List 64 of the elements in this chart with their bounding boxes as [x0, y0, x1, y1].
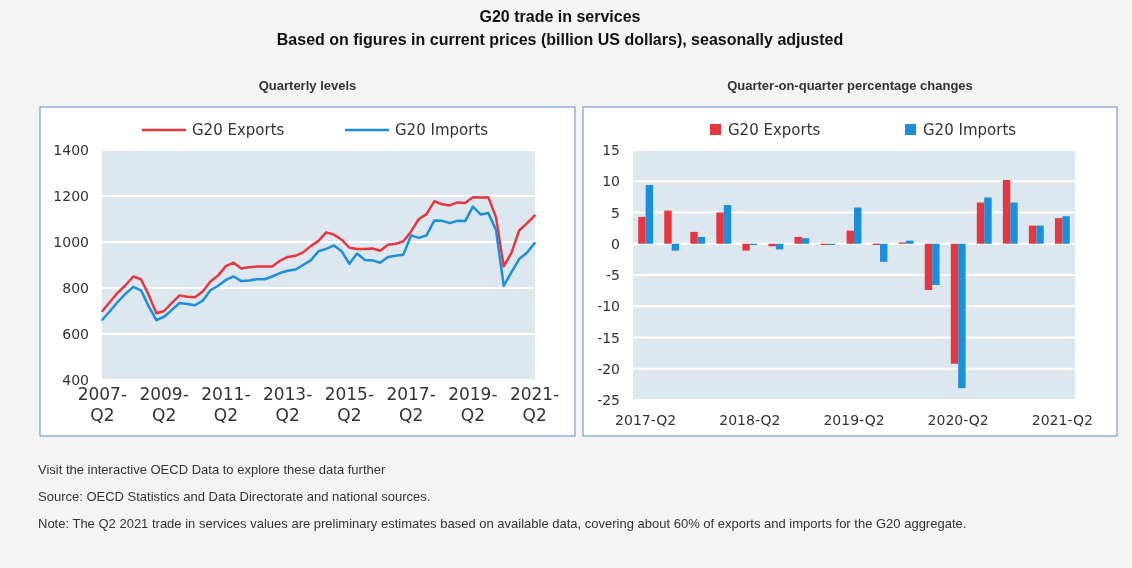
y-tick-label: -25 [597, 392, 620, 408]
x-tick-label: 2013-Q2 [262, 384, 313, 425]
y-tick-label: 0 [611, 235, 620, 252]
x-tick-label: 2021-Q2 [1031, 412, 1093, 428]
x-tick-label: 2015-Q2 [324, 384, 375, 425]
y-tick-label: 800 [62, 280, 89, 296]
legend-label: G20 Exports [728, 121, 821, 139]
bar [697, 236, 706, 244]
chart-title: Quarterly levels [258, 78, 357, 93]
bar [1062, 216, 1070, 244]
bar [723, 205, 732, 244]
bar [1028, 225, 1037, 244]
bar [854, 207, 862, 244]
bar [1054, 218, 1063, 244]
source-note: Source: OECD Statistics and Data Directorate and national sources. [38, 488, 432, 506]
bar [1002, 180, 1011, 244]
x-tick-label: 2017-Q2 [615, 412, 677, 428]
bar [671, 243, 680, 251]
x-tick-label: 2009-Q2 [139, 384, 189, 425]
text: Visit the interactive OECD Data to explore these data further [38, 461, 387, 479]
bar [846, 230, 854, 244]
y-tick-label: 1200 [53, 188, 89, 204]
y-tick-label: 15 [602, 142, 620, 158]
bar [880, 243, 888, 262]
x-tick-label: 2018-Q2 [719, 412, 781, 428]
bar [958, 243, 966, 389]
y-tick-label: -10 [597, 298, 620, 315]
bar [716, 212, 724, 244]
bar [664, 210, 672, 244]
y-tick-label: 1000 [53, 234, 89, 250]
bar [801, 238, 810, 244]
bar [924, 243, 933, 290]
bar [794, 236, 802, 244]
legend-label: G20 Imports [923, 121, 1017, 139]
y-tick-label: 10 [602, 173, 620, 190]
bar [932, 243, 940, 285]
bar [984, 197, 992, 244]
y-tick-label: 1400 [53, 142, 89, 158]
bar [690, 231, 698, 244]
bar [950, 243, 959, 364]
y-tick-label: -5 [606, 267, 620, 283]
bar [638, 216, 646, 244]
x-tick-label: 2021-Q2 [509, 384, 560, 425]
bar [1010, 202, 1018, 244]
y-tick-label: 5 [611, 204, 620, 221]
y-tick-label: 600 [62, 326, 89, 342]
x-tick-label: 2017-Q2 [386, 384, 436, 425]
y-tick-label: -20 [597, 360, 620, 377]
chart-title: Quarter-on-quarter percentage changes [727, 78, 973, 93]
text: Based on figures in current prices (billion US dollars), seasonally adjusted [276, 31, 844, 48]
x-tick-label: 2011-Q2 [201, 384, 251, 425]
legend-label: G20 Exports [192, 121, 285, 139]
bar [976, 202, 985, 244]
bar [742, 243, 750, 251]
bar [645, 185, 654, 244]
x-tick-label: 2019-Q2 [823, 412, 885, 428]
y-tick-label: -15 [597, 329, 620, 346]
text: G20 trade in services [479, 8, 641, 25]
legend-label: G20 Imports [395, 121, 489, 139]
bar [906, 240, 914, 244]
x-tick-label: 2020-Q2 [927, 412, 989, 428]
text: Note: The Q2 2021 trade in services values are preliminary estimates based on available data, covering about 60% of exports and imports for the G20 aggregate. [38, 515, 968, 533]
x-tick-label: 2019-Q2 [448, 384, 498, 425]
bar [1036, 225, 1044, 244]
